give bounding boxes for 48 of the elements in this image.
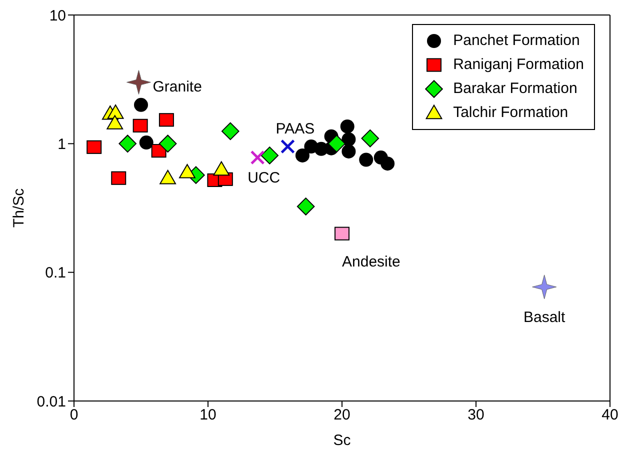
point <box>340 119 354 134</box>
point <box>158 113 174 127</box>
x-axis-title: Sc <box>333 432 352 449</box>
x-tick-label: 40 <box>602 406 618 424</box>
legend-label: Raniganj Formation <box>453 55 584 75</box>
point <box>342 144 356 158</box>
point <box>158 134 177 153</box>
legend-label: Panchet Formation <box>453 31 580 51</box>
x-tick-label: 30 <box>468 406 484 424</box>
point <box>280 139 295 154</box>
point <box>380 156 395 171</box>
x-tick-label: 10 <box>200 406 216 424</box>
point <box>213 161 230 176</box>
y-tick-label: 0.1 <box>45 264 66 282</box>
point <box>260 146 279 164</box>
point <box>107 104 124 119</box>
y-tick-label: 1 <box>58 136 66 153</box>
point <box>296 198 315 216</box>
series-label: Basalt <box>523 308 566 326</box>
legend-label: Talchir Formation <box>453 103 568 123</box>
point <box>86 140 102 154</box>
series-label: PAAS <box>276 120 315 138</box>
series-label: Granite <box>152 78 202 96</box>
legend-label: Barakar Formation <box>453 79 578 99</box>
y-tick-label: 10 <box>49 7 66 24</box>
y-tick-label: 0.01 <box>36 393 66 410</box>
point <box>250 150 265 165</box>
point <box>328 134 346 153</box>
point <box>139 136 154 150</box>
x-tick-label: 0 <box>70 406 78 424</box>
point <box>132 118 148 132</box>
point <box>134 98 148 112</box>
point <box>179 164 196 178</box>
x-tick-label: 20 <box>334 406 350 424</box>
point <box>126 70 151 95</box>
point <box>118 134 136 153</box>
point <box>295 148 310 162</box>
point <box>334 226 350 240</box>
point <box>111 171 126 185</box>
point <box>160 170 176 184</box>
point <box>359 152 374 167</box>
series-label: UCC <box>248 170 280 187</box>
point <box>532 274 557 300</box>
series-label: Andesite <box>342 254 400 271</box>
point <box>361 129 380 148</box>
y-axis-title: Th/Sc <box>10 188 28 228</box>
point <box>106 115 124 130</box>
point <box>221 122 240 140</box>
